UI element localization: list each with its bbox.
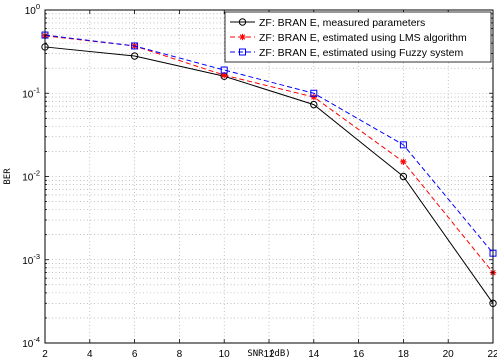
data-point-square [131, 42, 139, 50]
data-point-square [399, 141, 407, 149]
x-tick-label: 4 [87, 349, 93, 360]
x-tick-label: 18 [398, 349, 410, 360]
star-stroke [400, 159, 407, 165]
star-stroke [239, 34, 246, 40]
y-tick-label: 10-4 [22, 335, 40, 350]
y-tick-label: 10-2 [22, 169, 40, 184]
x-tick-label: 16 [353, 349, 365, 360]
legend-entry: ZF: BRAN E, estimated using Fuzzy system [230, 47, 463, 59]
star-stroke [221, 72, 227, 78]
data-point-circle [310, 100, 318, 109]
data-point-circle [238, 18, 247, 26]
data-point-circle [399, 172, 408, 181]
series-line [44, 34, 494, 254]
y-tick-label: 10-1 [22, 85, 40, 100]
x-tick-label: 14 [308, 349, 320, 360]
series-line [44, 46, 494, 304]
data-point-star [310, 93, 317, 101]
data-point-star [239, 33, 246, 41]
tick-labels: 2 4 6 8 10 12 14 16 18 20 22 100 10-1 10-2 10-3 10-4 [22, 2, 497, 360]
x-tick-label: 22 [487, 349, 497, 360]
data-point-square [220, 66, 228, 74]
data-point-star [400, 158, 407, 166]
x-tick-label: 10 [219, 349, 231, 360]
legend-label: ZF: BRAN E, estimated using LMS algorith… [259, 32, 467, 44]
legend-entry: ZF: BRAN E, measured parameters [230, 17, 425, 29]
y-tick-label: 100 [25, 2, 40, 17]
legend-label: ZF: BRAN E, estimated using Fuzzy system [259, 47, 463, 59]
x-axis-title: SNR (dB) [247, 349, 290, 359]
data-point-square [310, 89, 318, 97]
x-tick-label: 2 [42, 349, 48, 360]
legend-label: ZF: BRAN E, measured parameters [259, 17, 425, 29]
legend: ZF: BRAN E, measured parameters ZF: BRAN … [224, 11, 492, 63]
x-tick-label: 20 [443, 349, 455, 360]
star-stroke [311, 94, 317, 100]
y-axis-title: BER [3, 168, 13, 185]
data-point-circle [130, 52, 139, 60]
x-tick-label: 6 [132, 349, 138, 360]
ticks [44, 10, 494, 344]
y-tick-label: 10-3 [22, 252, 40, 267]
x-tick-label: 12 [263, 349, 275, 360]
series-layer [41, 31, 497, 307]
legend-entry: ZF: BRAN E, estimated using LMS algorith… [230, 32, 467, 44]
legend-box [224, 11, 492, 63]
data-point-square [239, 48, 246, 56]
x-tick-label: 8 [177, 349, 183, 360]
